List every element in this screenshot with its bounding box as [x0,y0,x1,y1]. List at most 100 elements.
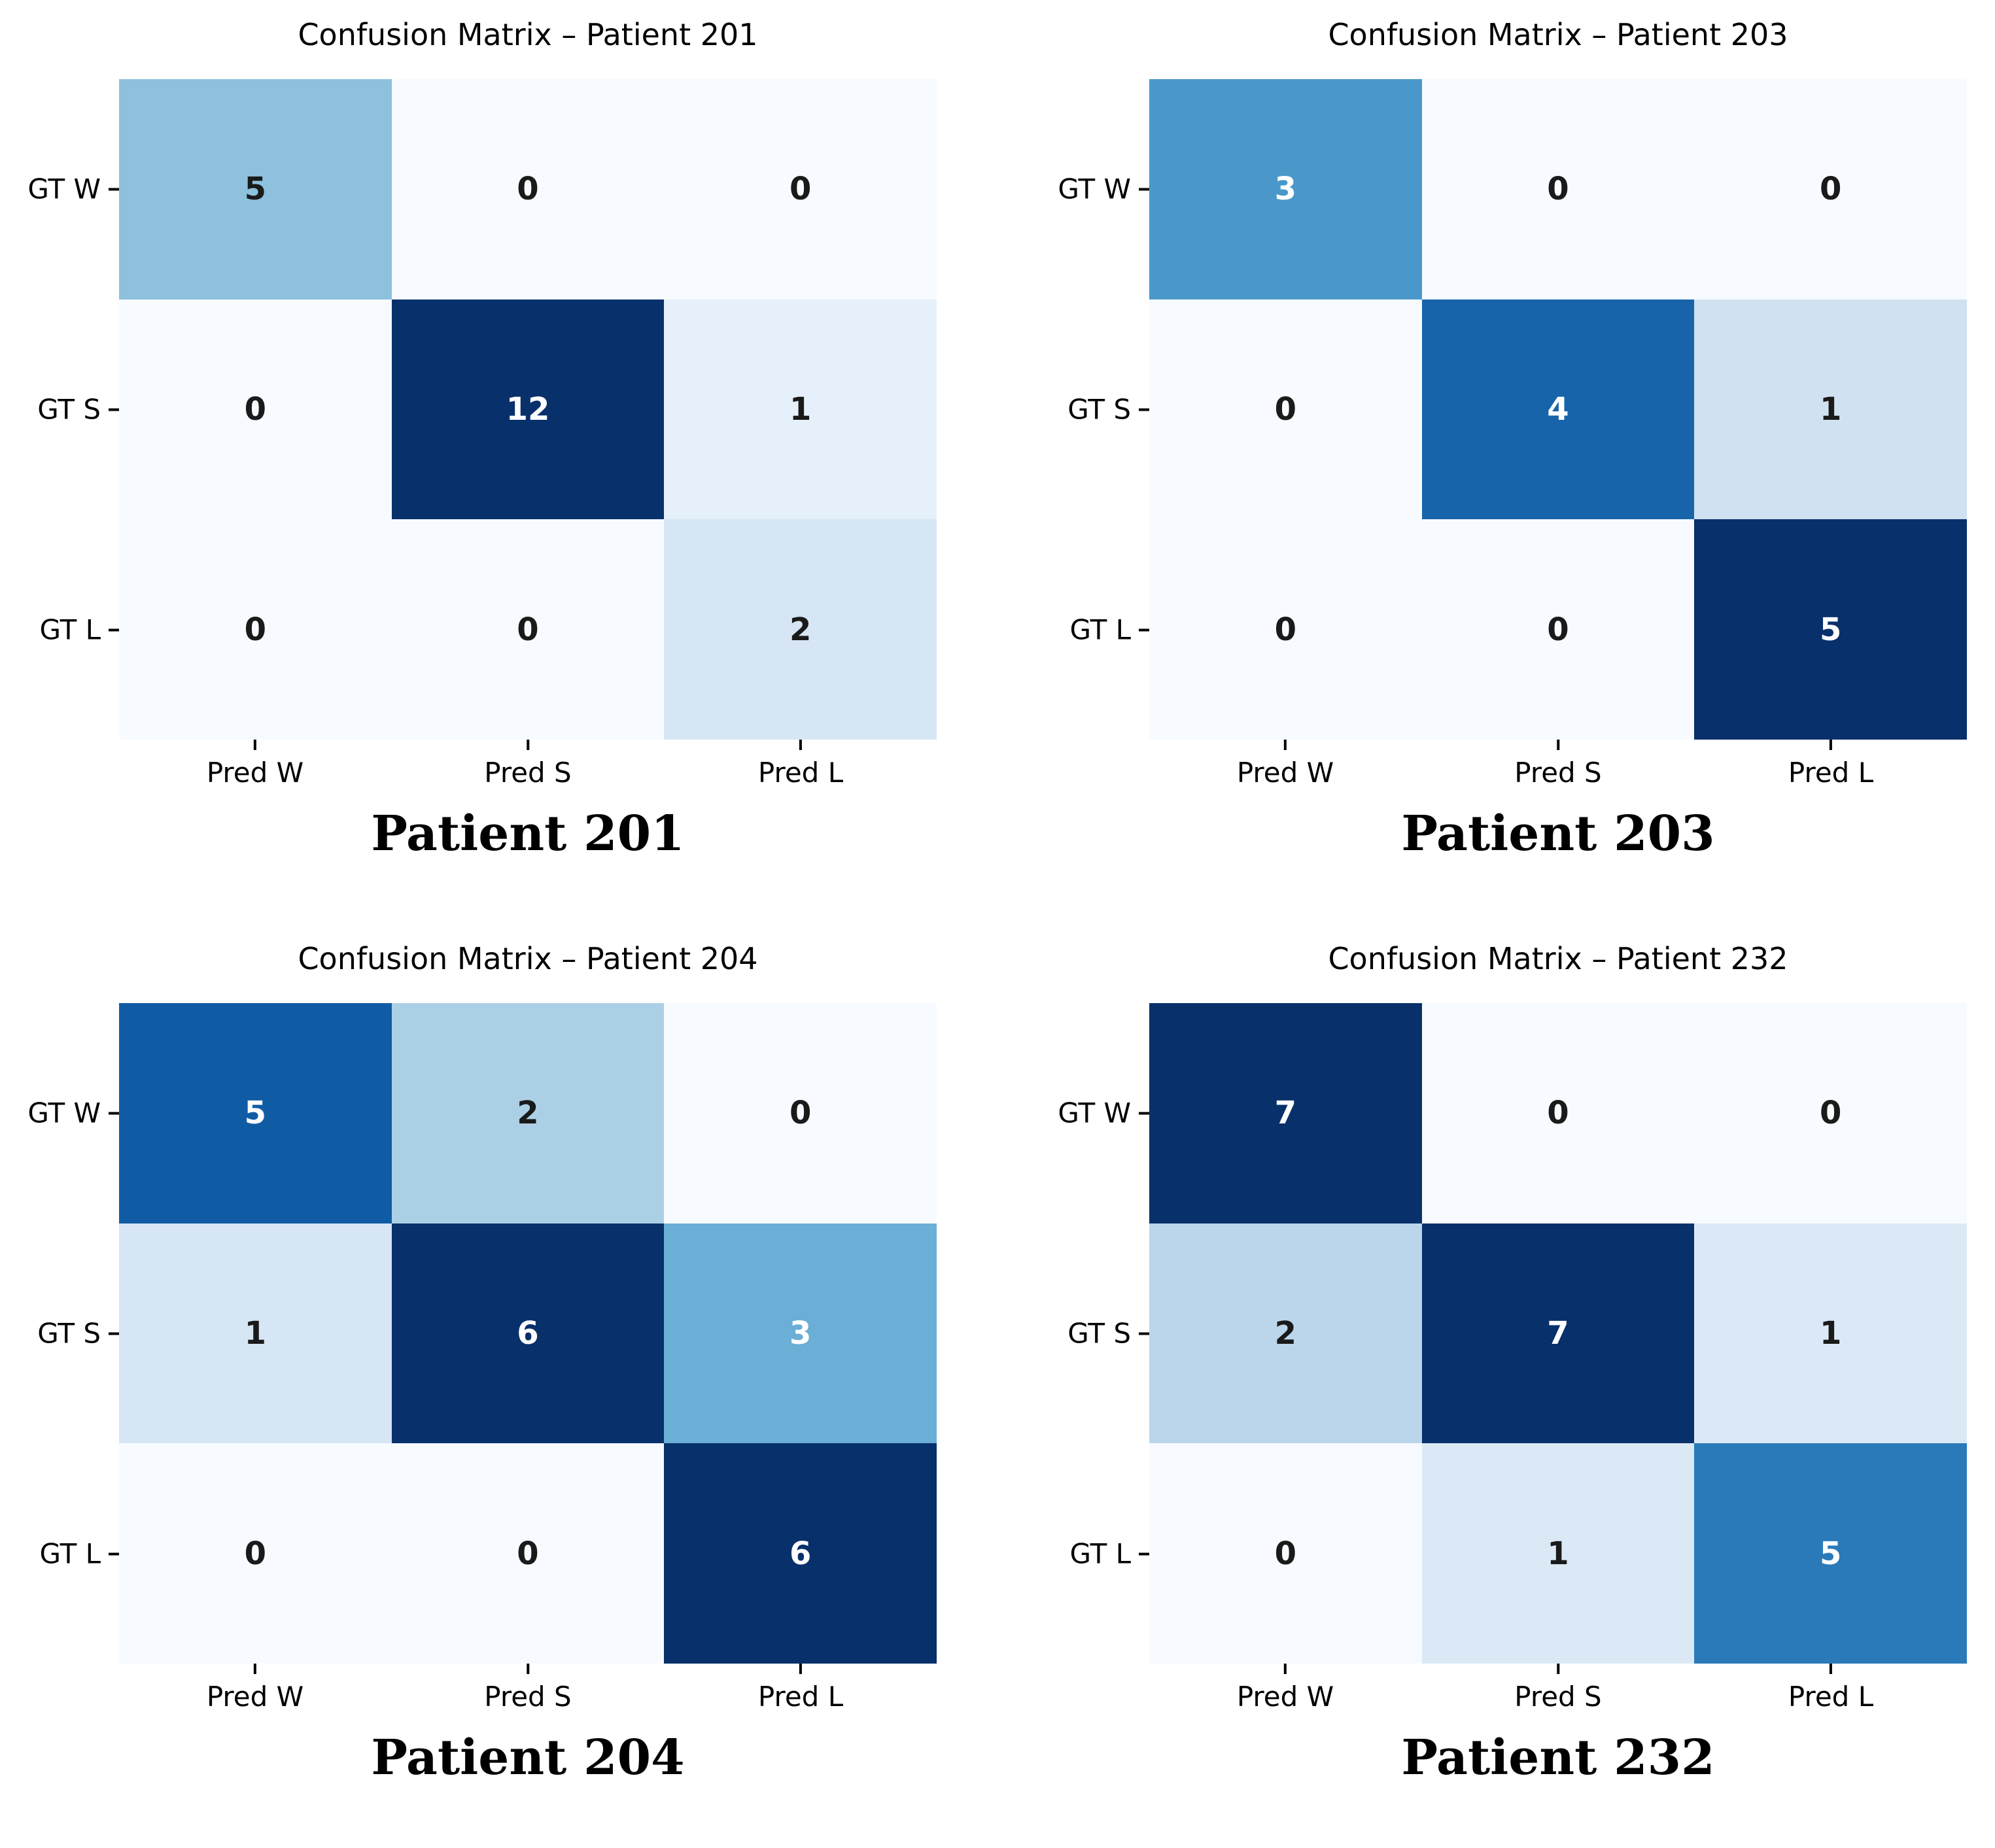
heatmap-cell: 3 [1149,79,1422,299]
heatmap-cell: 5 [119,79,392,299]
y-tick-mark [1139,1112,1149,1114]
x-tick-mark [1556,740,1559,750]
x-tick-pred-s: Pred S [1514,1664,1602,1713]
heatmap-cell: 0 [1149,1443,1422,1664]
y-tick-gt-s: GT S [0,1318,119,1350]
plot-title: Confusion Matrix – Patient 232 [1328,941,1788,976]
plot-title: Confusion Matrix – Patient 203 [1328,17,1788,52]
x-tick-mark [799,740,802,750]
heatmap-cell: 0 [1421,519,1695,740]
y-tick-label: GT W [27,173,101,205]
x-tick-mark [1830,1664,1832,1674]
heatmap-cell: 0 [664,1003,937,1223]
y-tick-mark [1139,188,1149,190]
x-tick-pred-s: Pred S [484,740,572,789]
heatmap-cell: 0 [1149,299,1422,520]
subplot-patient-232: Confusion Matrix – Patient 232 GT W GT S… [998,924,1995,1848]
x-tick-mark [1830,740,1832,750]
x-tick-label: Pred L [757,757,844,789]
heatmap-cell: 4 [1421,299,1695,520]
heatmap-cell: 2 [664,519,937,740]
x-tick-label: Pred W [1236,757,1334,789]
x-tick-pred-l: Pred L [758,1664,843,1713]
x-tick-label: Pred W [1236,1681,1334,1713]
heatmap-cell: 6 [664,1443,937,1664]
y-tick-gt-l: GT L [998,1538,1149,1570]
x-tick-pred-l: Pred L [1788,740,1873,789]
y-tick-gt-w: GT W [998,1097,1149,1129]
heatmap-cell: 0 [1421,79,1695,299]
heatmap-cell: 7 [1149,1003,1422,1223]
heatmap-cell: 12 [391,299,665,520]
x-tick-label: Pred W [206,757,304,789]
x-tick-pred-w: Pred W [207,1664,304,1713]
heatmap-cell: 7 [1421,1223,1695,1444]
heatmap-cell: 0 [391,1443,665,1664]
y-tick-mark [1139,628,1149,631]
x-tick-mark [254,740,256,750]
heatmap-cell: 0 [391,519,665,740]
x-tick-mark [526,1664,529,1674]
heatmap-cell: 0 [119,1443,392,1664]
y-tick-label: GT L [1069,1537,1131,1570]
x-tick-label: Pred W [206,1681,304,1713]
y-tick-mark [109,188,119,190]
x-tick-mark [799,1664,802,1674]
y-tick-label: GT S [37,1317,101,1350]
y-tick-gt-l: GT L [998,614,1149,646]
y-tick-label: GT W [1058,1097,1131,1129]
x-tick-pred-l: Pred L [1788,1664,1873,1713]
x-tick-label: Pred L [1788,1681,1874,1713]
x-tick-label: Pred S [1514,1681,1602,1713]
heatmap-cell: 0 [119,299,392,520]
y-tick-gt-w: GT W [998,173,1149,205]
y-tick-label: GT S [1067,1317,1131,1350]
y-tick-mark [109,408,119,411]
x-tick-mark [526,740,529,750]
y-tick-label: GT W [27,1097,101,1129]
heatmap-cell: 5 [1694,519,1967,740]
plot-title: Confusion Matrix – Patient 204 [298,941,758,976]
x-tick-label: Pred L [1788,757,1874,789]
heatmap-cell: 5 [119,1003,392,1223]
subplot-patient-203: Confusion Matrix – Patient 203 GT W GT S… [998,0,1995,924]
y-tick-gt-w: GT W [0,1097,119,1129]
x-tick-mark [1556,1664,1559,1674]
heatmap-cell: 1 [119,1223,392,1444]
y-tick-mark [109,1112,119,1114]
x-tick-pred-l: Pred L [758,740,843,789]
x-tick-label: Pred S [1514,757,1602,789]
x-tick-mark [1284,740,1287,750]
x-tick-label: Pred S [484,1681,572,1713]
heatmap-cell: 2 [391,1003,665,1223]
x-tick-mark [1284,1664,1287,1674]
y-tick-mark [109,1552,119,1555]
heatmap-cell: 0 [391,79,665,299]
subplot-caption: Patient 232 [1401,1730,1715,1786]
y-tick-mark [109,628,119,631]
y-tick-label: GT W [1058,173,1131,205]
y-tick-gt-s: GT S [998,394,1149,426]
y-tick-mark [1139,1552,1149,1555]
x-tick-pred-s: Pred S [1514,740,1602,789]
heatmap-cell: 0 [1694,79,1967,299]
subplot-caption: Patient 204 [371,1730,685,1786]
x-tick-pred-w: Pred W [1237,740,1334,789]
y-tick-label: GT S [37,393,101,426]
heatmap-cell: 0 [664,79,937,299]
confusion-matrix-heatmap: 5 0 0 0 12 1 0 0 2 [119,79,937,740]
heatmap-cell: 1 [1421,1443,1695,1664]
y-tick-label: GT S [1067,393,1131,426]
heatmap-cell: 2 [1149,1223,1422,1444]
y-tick-gt-l: GT L [0,1538,119,1570]
x-tick-pred-w: Pred W [207,740,304,789]
x-tick-label: Pred S [484,757,572,789]
x-tick-mark [254,1664,256,1674]
heatmap-cell: 1 [664,299,937,520]
x-tick-pred-w: Pred W [1237,1664,1334,1713]
y-tick-label: GT L [39,1537,101,1570]
heatmap-cell: 6 [391,1223,665,1444]
heatmap-cell: 0 [119,519,392,740]
